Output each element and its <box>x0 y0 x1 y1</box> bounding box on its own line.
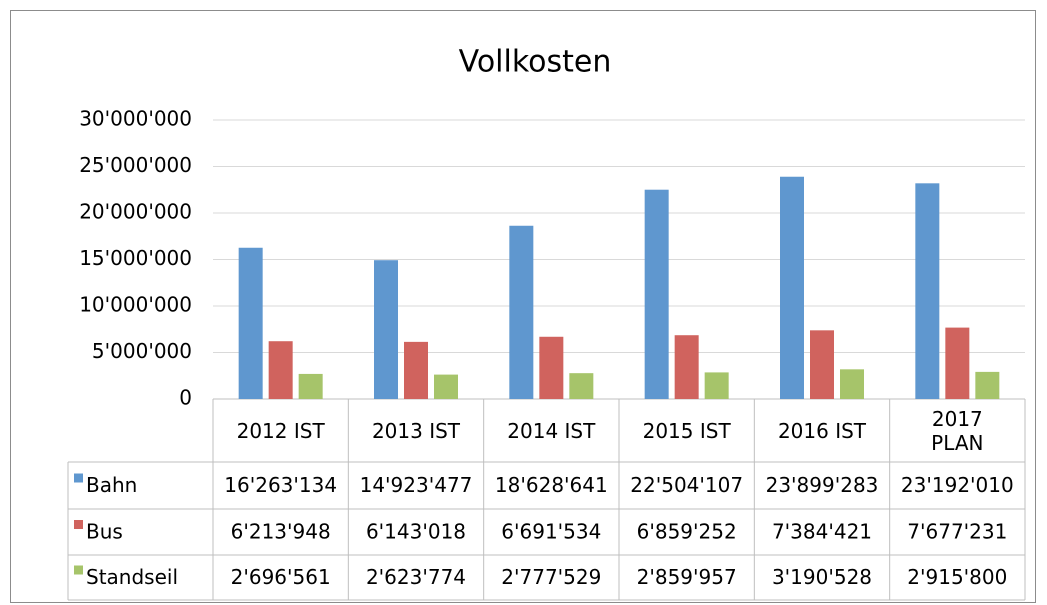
x-tick-label-box: 2012 IST <box>221 399 341 462</box>
table-value: 2'696'561 <box>231 565 331 589</box>
table-value: 7'384'421 <box>772 520 872 544</box>
y-tick-label: 10'000'000 <box>79 293 192 317</box>
y-tick-label: 30'000'000 <box>79 107 192 131</box>
y-tick-label: 20'000'000 <box>79 200 192 224</box>
bar <box>434 374 458 399</box>
x-tick-label-wrap: 2013 IST <box>356 399 476 462</box>
legend-label: Standseil <box>86 565 178 589</box>
table-value: 23'899'283 <box>766 473 879 497</box>
table-value: 6'859'252 <box>637 520 737 544</box>
x-tick-label: 2016 IST <box>777 418 867 443</box>
x-tick-label-box: 2017 PLAN <box>897 399 1017 462</box>
y-tick-label: 15'000'000 <box>79 246 192 270</box>
y-tick-label: 5'000'000 <box>92 339 192 363</box>
legend-key <box>74 473 83 483</box>
x-tick-label-box: 2016 IST <box>762 399 882 462</box>
y-tick-label: 25'000'000 <box>79 153 192 177</box>
table-value: 7'677'231 <box>907 520 1007 544</box>
table-value: 6'691'534 <box>501 520 601 544</box>
bar <box>810 330 834 399</box>
table-value: 14'923'477 <box>360 473 473 497</box>
bar <box>704 372 729 399</box>
x-tick-label: 2015 IST <box>642 418 731 443</box>
table-value: 2'623'774 <box>366 565 466 589</box>
legend-key <box>74 565 83 575</box>
x-tick-label-box: 2015 IST <box>627 399 747 462</box>
table-value: 3'190'528 <box>772 565 872 589</box>
table-value: 2'859'957 <box>637 565 737 589</box>
legend-key <box>74 520 83 529</box>
bar <box>298 373 323 399</box>
bar <box>268 341 293 399</box>
bar <box>569 373 594 399</box>
table-value: 22'504'107 <box>630 473 743 497</box>
table-value: 6'143'018 <box>366 520 466 544</box>
chart-title: Vollkosten <box>459 45 612 80</box>
x-tick-label-box: 2013 IST <box>356 399 476 462</box>
table-value: 2'915'800 <box>907 565 1007 589</box>
table-value: 18'628'641 <box>495 473 608 497</box>
bar <box>374 260 398 399</box>
x-tick-label-box: 2014 IST <box>491 399 611 462</box>
bar <box>945 327 970 399</box>
x-tick-label-wrap: 2016 IST <box>762 399 882 462</box>
legend-label: Bus <box>86 520 123 544</box>
table-value: 2'777'529 <box>501 565 601 589</box>
bar <box>644 189 669 399</box>
bar <box>674 335 699 399</box>
table-value: 16'263'134 <box>224 473 337 497</box>
x-tick-label-wrap: 2017 PLAN <box>897 399 1017 462</box>
bar <box>404 341 428 399</box>
x-tick-label-wrap: 2012 IST <box>221 399 341 462</box>
table-value: 23'192'010 <box>901 473 1014 497</box>
x-tick-label: 2014 IST <box>507 418 596 443</box>
y-tick-label: 0 <box>179 386 192 410</box>
bar <box>780 176 804 399</box>
bar <box>539 336 564 399</box>
bar <box>975 371 1000 399</box>
x-tick-label: 2012 IST <box>236 418 325 443</box>
bar <box>509 225 534 399</box>
legend-label: Bahn <box>86 473 137 497</box>
bar <box>238 247 263 399</box>
table-value: 6'213'948 <box>231 520 331 544</box>
x-tick-label: 2013 IST <box>371 418 461 443</box>
x-tick-label: 2017 PLAN <box>931 406 984 455</box>
x-tick-label-wrap: 2015 IST <box>627 399 747 462</box>
bar <box>915 183 940 399</box>
x-tick-label-wrap: 2014 IST <box>491 399 611 462</box>
bar <box>840 369 864 399</box>
